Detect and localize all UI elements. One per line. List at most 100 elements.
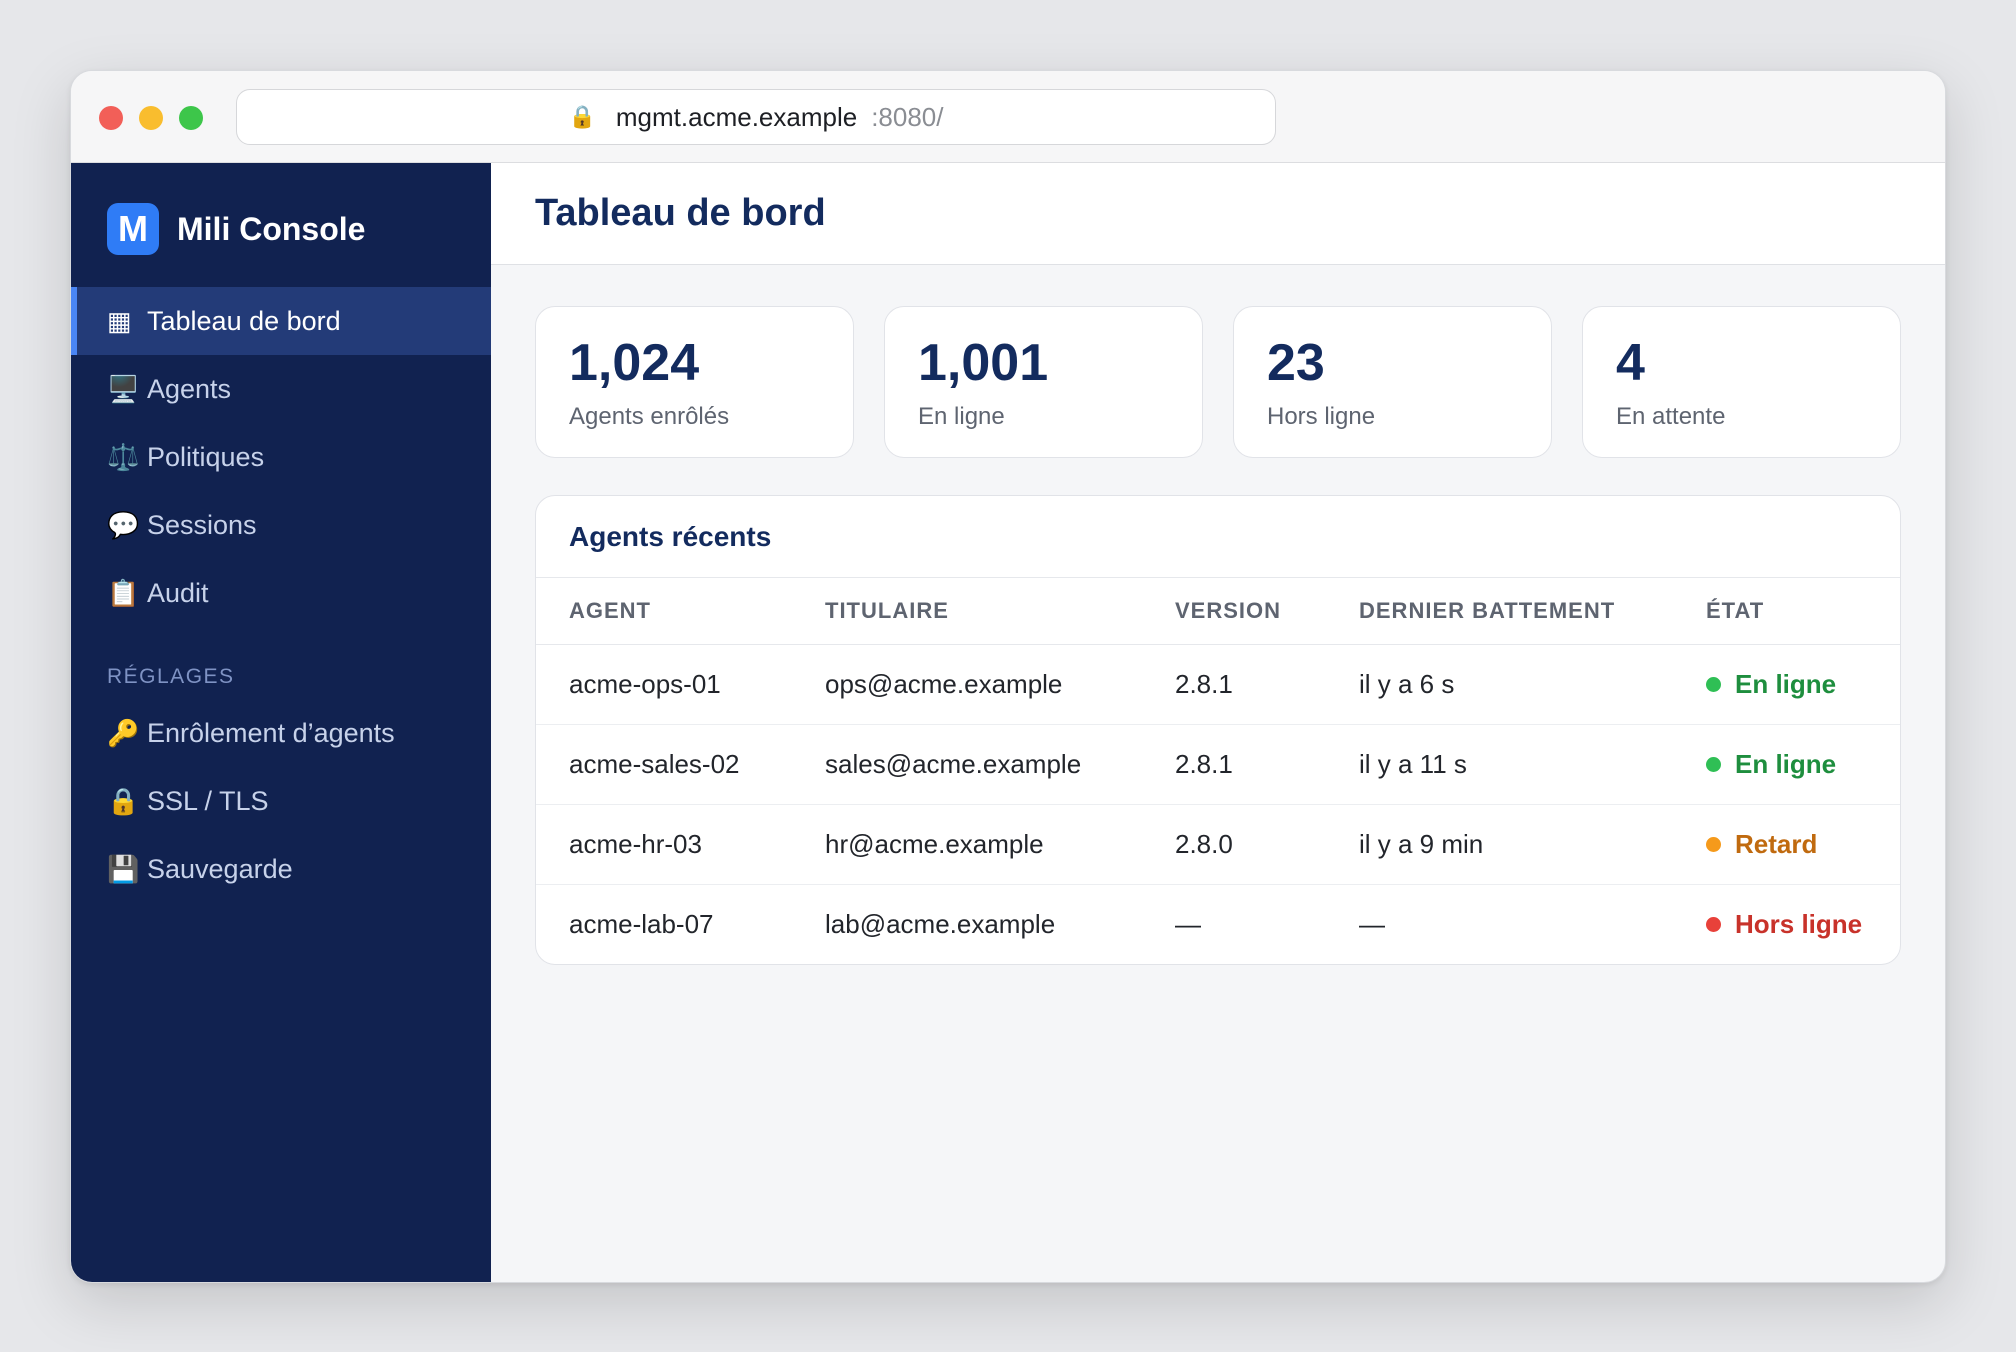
- column-header-agent[interactable]: AGENT: [536, 578, 792, 645]
- stat-label: En attente: [1616, 403, 1726, 430]
- status-cell: Hors ligne: [1673, 884, 1900, 964]
- maximize-window-button[interactable]: [179, 106, 203, 130]
- status-badge: En ligne: [1706, 669, 1836, 700]
- sidebar-section-settings: RÉGLAGES: [107, 665, 235, 688]
- stat-label: En ligne: [918, 403, 1005, 430]
- sidebar-item-tableau-de-bord[interactable]: ▦ Tableau de bord: [71, 287, 491, 355]
- sidebar-item-label: Sessions: [147, 509, 257, 540]
- version-cell: 2.8.1: [1142, 724, 1326, 805]
- sidebar-nav: ▦ Tableau de bord 🖥️ Agents ⚖️ Politique…: [71, 287, 491, 903]
- stat-label: Hors ligne: [1267, 403, 1376, 430]
- table-row[interactable]: acme-ops-01 ops@acme.example 2.8.1 il y a 6…: [536, 644, 1900, 725]
- stat-value: 4: [1616, 334, 1645, 392]
- table-row[interactable]: acme-lab-07 lab@acme.example — — Hors ligne: [536, 884, 1900, 964]
- table-row[interactable]: acme-hr-03 hr@acme.example 2.8.0 il y a 9 m…: [536, 804, 1900, 885]
- stat-card-online[interactable]: 1,001 En ligne: [884, 306, 1203, 458]
- version-cell: —: [1175, 908, 1201, 939]
- brand-logo-icon: M: [107, 203, 159, 255]
- stats-cards: 1,024 Agents enrôlés 1,001 En ligne 23 H…: [535, 306, 1901, 458]
- status-badge: En ligne: [1706, 749, 1836, 780]
- lock-icon: 🔒: [107, 785, 140, 816]
- owner-cell: ops@acme.example: [792, 644, 1142, 725]
- speech-bubble-icon: 💬: [107, 509, 140, 540]
- sidebar-item-label: SSL / TLS: [147, 785, 269, 816]
- stat-value: 23: [1267, 334, 1325, 392]
- sidebar-item-sauvegarde[interactable]: 💾 Sauvegarde: [71, 835, 491, 903]
- brand[interactable]: M Mili Console: [107, 203, 365, 255]
- clipboard-icon: 📋: [107, 577, 140, 608]
- url-host: mgmt.acme.example: [615, 101, 858, 132]
- brand-name: Mili Console: [177, 210, 366, 247]
- monitor-icon: 🖥️: [107, 373, 140, 404]
- status-badge: Hors ligne: [1706, 909, 1862, 940]
- stat-label: Agents enrôlés: [569, 403, 730, 430]
- heartbeat-cell: il y a 11 s: [1326, 724, 1673, 805]
- floppy-disk-icon: 💾: [107, 853, 140, 884]
- recent-agents-table: AGENT TITULAIRE VERSION DERNIER BATTEMEN…: [536, 578, 1900, 964]
- table-header-row: AGENT TITULAIRE VERSION DERNIER BATTEMEN…: [536, 578, 1900, 645]
- status-label: Hors ligne: [1735, 909, 1863, 940]
- status-dot-icon: [1706, 757, 1721, 772]
- browser-titlebar: 🔒 mgmt.acme.example :8080/: [71, 71, 1945, 163]
- column-header-status[interactable]: ÉTAT: [1673, 578, 1900, 645]
- page-title: Tableau de bord: [535, 192, 826, 234]
- status-label: Retard: [1735, 829, 1818, 859]
- status-dot-icon: [1706, 917, 1721, 933]
- main-content: Tableau de bord 1,024 Agents enrôlés 1,0…: [491, 163, 1945, 1282]
- owner-cell: sales@acme.example: [792, 724, 1142, 805]
- agent-cell: acme-hr-03: [536, 804, 792, 885]
- recent-agents-panel: Agents récents AGENT TITULAIRE VERSION D…: [535, 495, 1901, 965]
- sidebar-item-agents[interactable]: 🖥️ Agents: [71, 355, 491, 423]
- scales-icon: ⚖️: [107, 441, 140, 472]
- page-header: Tableau de bord: [491, 163, 1945, 265]
- sidebar-item-sessions[interactable]: 💬 Sessions: [71, 491, 491, 559]
- key-icon: 🔑: [107, 717, 140, 748]
- table-row[interactable]: acme-sales-02 sales@acme.example 2.8.1 il y…: [536, 724, 1900, 805]
- sidebar-item-label: Sauvegarde: [147, 853, 293, 884]
- heartbeat-cell: il y a 9 min: [1326, 804, 1673, 885]
- sidebar-item-label: Agents: [147, 373, 232, 404]
- sidebar-item-label: Audit: [147, 577, 209, 608]
- agent-cell: acme-lab-07: [569, 908, 714, 939]
- stat-card-offline[interactable]: 23 Hors ligne: [1233, 306, 1552, 458]
- sidebar-item-enrolement[interactable]: 🔑 Enrôlement d’agents: [71, 699, 491, 767]
- minimize-window-button[interactable]: [139, 106, 163, 130]
- column-header-heartbeat[interactable]: DERNIER BATTEMENT: [1326, 578, 1673, 645]
- sidebar-item-label: Politiques: [147, 441, 265, 472]
- dashboard-icon: ▦: [107, 305, 132, 336]
- address-bar[interactable]: 🔒 mgmt.acme.example :8080/: [236, 89, 1276, 145]
- heartbeat-cell: —: [1359, 908, 1385, 939]
- status-dot-icon: [1706, 677, 1721, 692]
- sidebar: M Mili Console ▦ Tableau de bord 🖥️ Agen…: [71, 163, 491, 1282]
- sidebar-item-politiques[interactable]: ⚖️ Politiques: [71, 423, 491, 491]
- browser-window: 🔒 mgmt.acme.example :8080/ M Mili Consol…: [70, 70, 1946, 1283]
- close-window-button[interactable]: [99, 106, 123, 130]
- status-dot-icon: [1706, 837, 1721, 852]
- sidebar-item-ssl-tls[interactable]: 🔒 SSL / TLS: [71, 767, 491, 835]
- status-cell: En ligne: [1673, 644, 1900, 725]
- heartbeat-cell: il y a 6 s: [1326, 644, 1673, 725]
- owner-cell: hr@acme.example: [792, 804, 1142, 885]
- status-label: En ligne: [1735, 669, 1837, 699]
- stat-card-pending[interactable]: 4 En attente: [1582, 306, 1901, 458]
- version-cell: 2.8.0: [1142, 804, 1326, 885]
- sidebar-item-audit[interactable]: 📋 Audit: [71, 559, 491, 627]
- agent-cell: acme-ops-01: [536, 644, 792, 725]
- lock-icon: 🔒: [568, 104, 596, 129]
- stat-value: 1,024: [569, 334, 700, 392]
- column-header-version[interactable]: VERSION: [1142, 578, 1326, 645]
- url-port: :8080/: [871, 101, 944, 132]
- sidebar-item-label: Tableau de bord: [147, 305, 341, 336]
- status-label: En ligne: [1735, 749, 1837, 779]
- status-cell: En ligne: [1673, 724, 1900, 805]
- recent-agents-title: Agents récents: [536, 496, 1900, 578]
- sidebar-item-label: Enrôlement d’agents: [147, 717, 395, 748]
- stat-card-enrolled[interactable]: 1,024 Agents enrôlés: [535, 306, 854, 458]
- owner-cell: lab@acme.example: [825, 908, 1056, 939]
- column-header-owner[interactable]: TITULAIRE: [792, 578, 1142, 645]
- status-badge: Retard: [1706, 829, 1817, 860]
- status-cell: Retard: [1673, 804, 1900, 885]
- agent-cell: acme-sales-02: [536, 724, 792, 805]
- stat-value: 1,001: [918, 334, 1049, 392]
- version-cell: 2.8.1: [1142, 644, 1326, 725]
